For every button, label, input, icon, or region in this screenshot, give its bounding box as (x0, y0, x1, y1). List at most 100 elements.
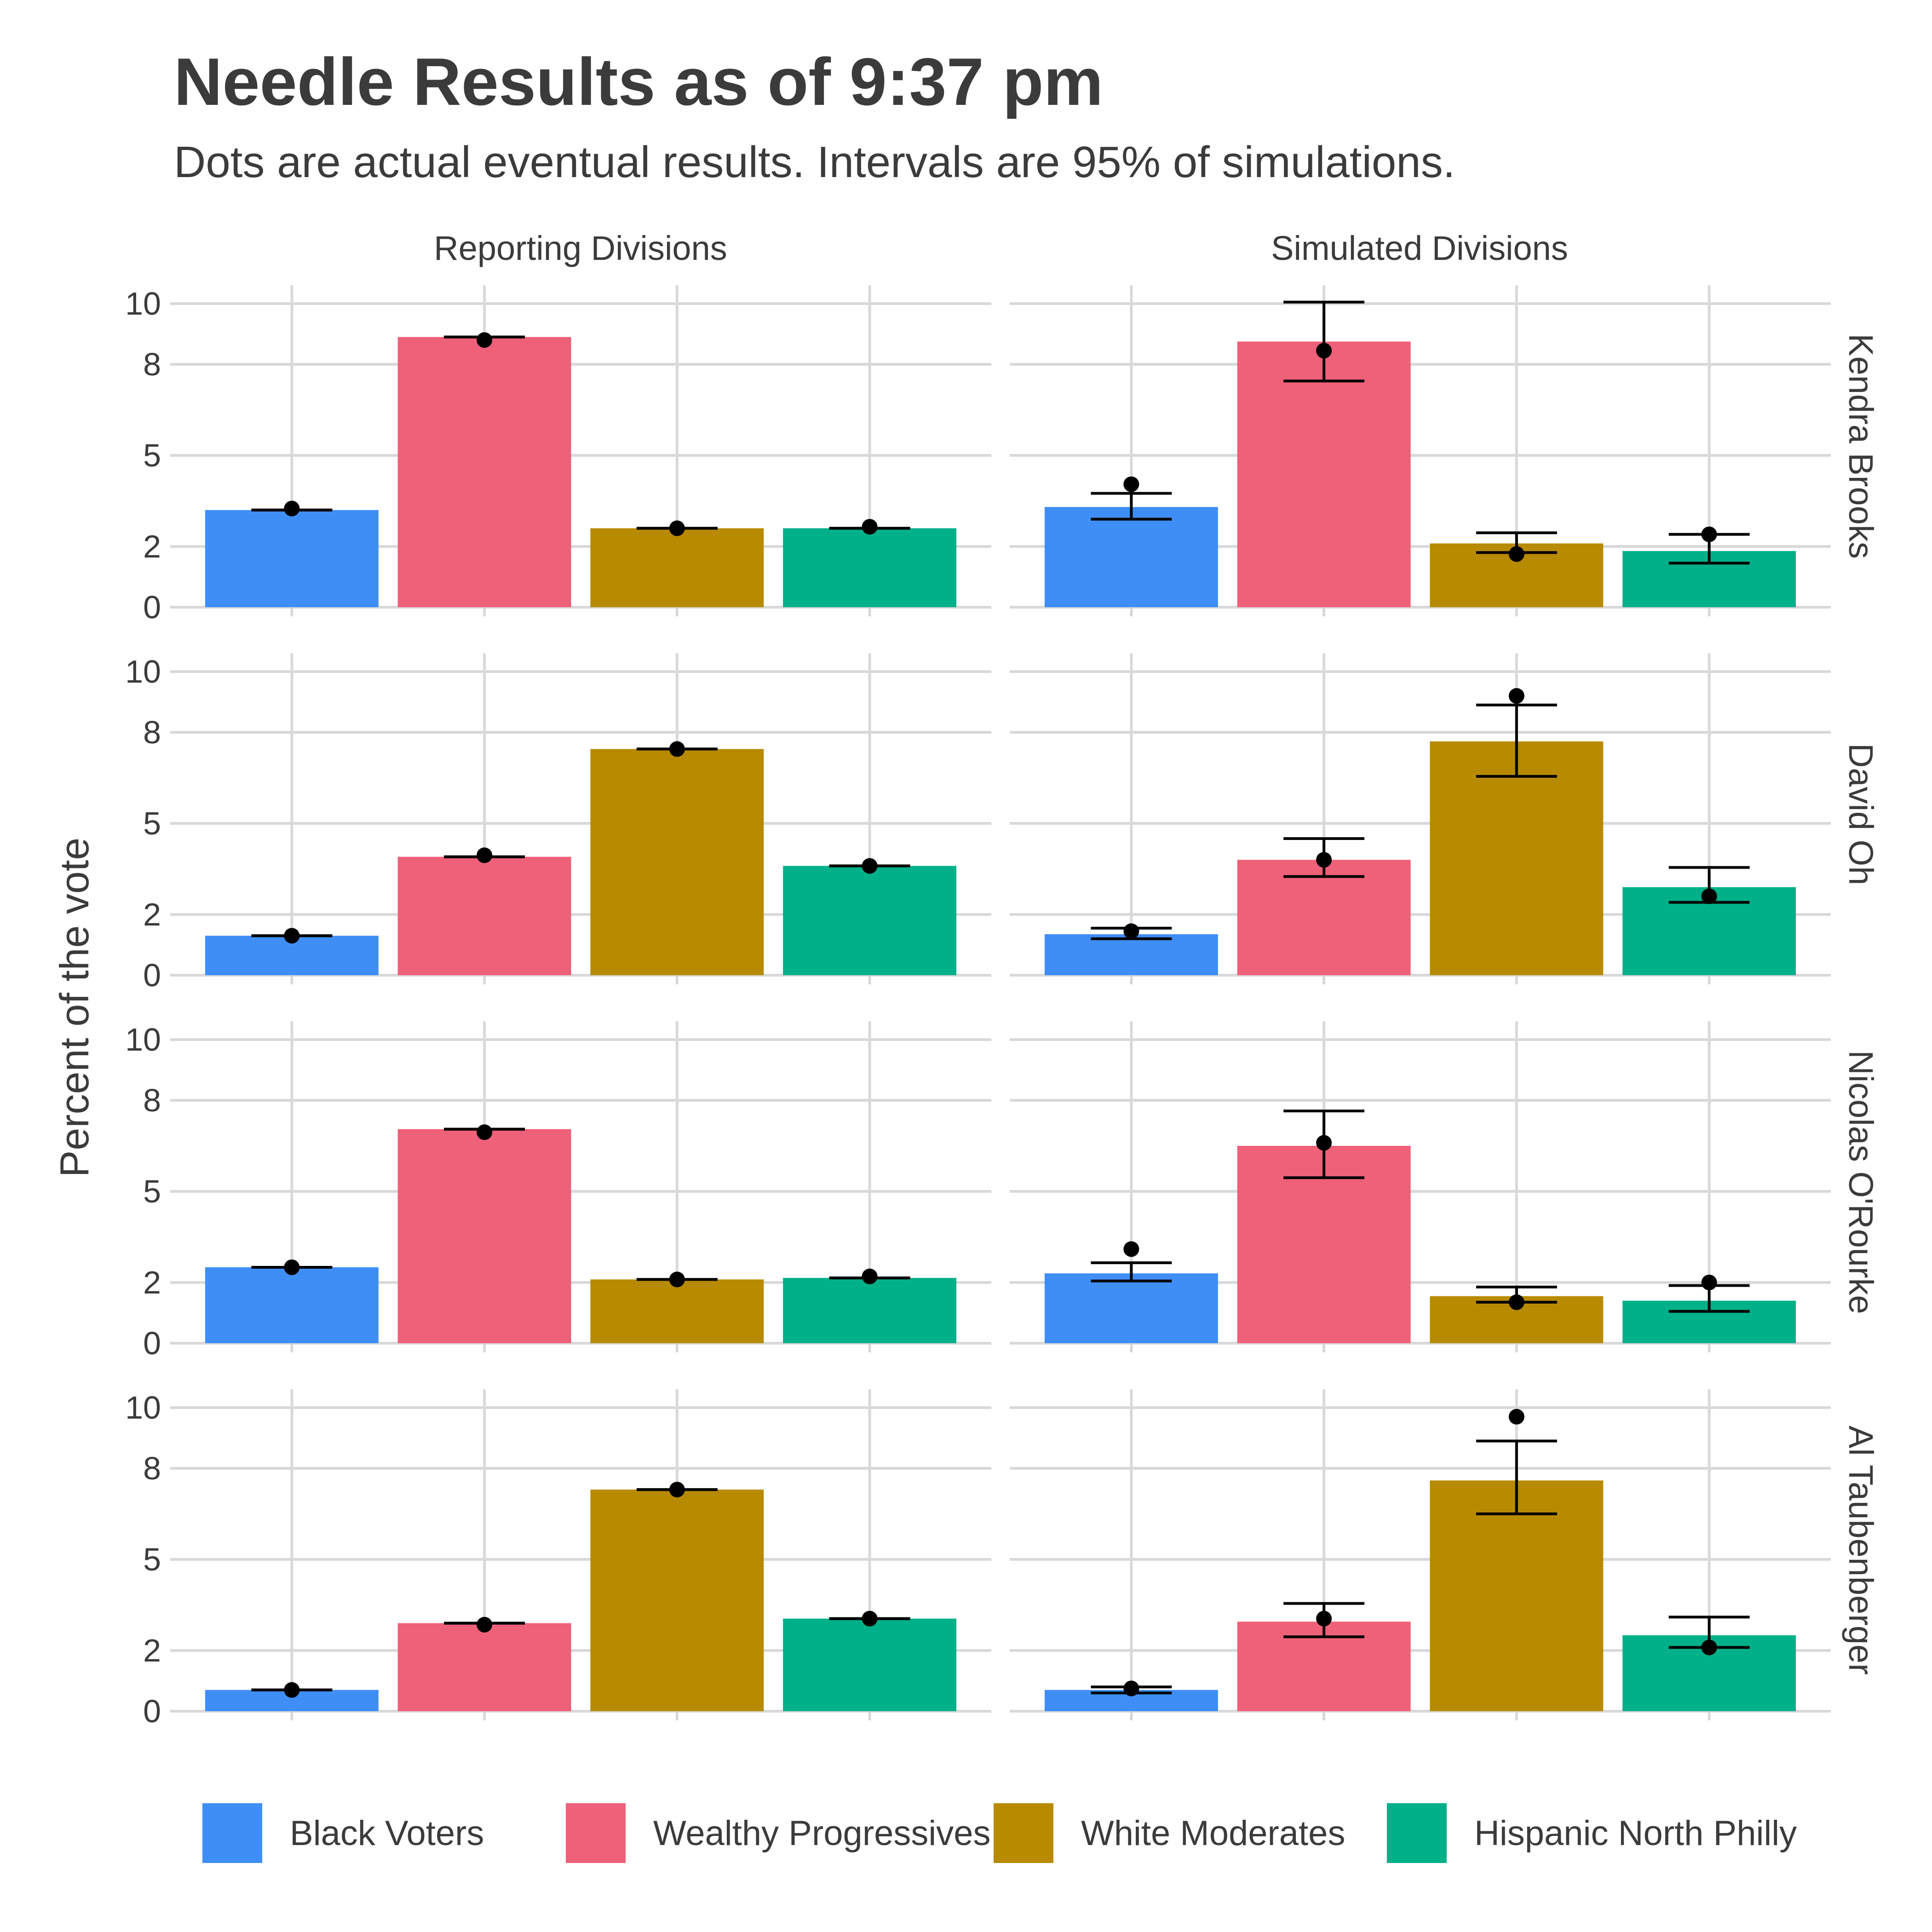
panel-al-taubenberger-reporting: 0 2 5 8 10 (125, 1389, 991, 1729)
legend-label-black-voters: Black Voters (290, 1814, 484, 1853)
panel-al-taubenberger-simulated (1010, 1389, 1831, 1720)
y-tick-label: 10 (125, 654, 161, 690)
actual-result-dot (477, 1124, 493, 1140)
legend-label-wealthy-progressives: Wealthy Progressives (653, 1814, 991, 1853)
bar-wealthy-progressives (397, 1623, 571, 1711)
panel-david-oh-simulated (1010, 653, 1831, 984)
y-tick-label: 5 (143, 805, 161, 841)
actual-result-dot (1701, 1639, 1717, 1656)
y-tick-label: 5 (143, 1173, 161, 1209)
actual-result-dot (669, 520, 685, 536)
panel-david-oh-reporting: 0 2 5 8 10 (125, 653, 991, 993)
legend: Black Voters Wealthy Progressives White Mo… (202, 1803, 1797, 1863)
legend-key-black-voters (202, 1803, 262, 1863)
column-label-reporting: Reporting Divisions (434, 229, 727, 267)
y-tick-label: 10 (125, 1022, 161, 1058)
y-tick-label: 0 (143, 1693, 161, 1729)
actual-result-dot (862, 519, 878, 535)
actual-result-dot (1701, 888, 1717, 904)
chart-subtitle: Dots are actual eventual results. Interv… (174, 138, 1455, 187)
actual-result-dot (477, 847, 493, 863)
legend-key-hispanic-north-philly (1387, 1803, 1447, 1863)
actual-result-dot (284, 500, 300, 517)
row-label-kendra-brooks: Kendra Brooks (1842, 334, 1880, 559)
actual-result-dot (1123, 476, 1139, 492)
y-tick-label: 10 (125, 286, 161, 322)
actual-result-dot (862, 1610, 878, 1627)
actual-result-dot (284, 1682, 300, 1698)
y-tick-label: 2 (143, 529, 161, 564)
row-label-al-taubenberger: Al Taubenberger (1842, 1426, 1880, 1675)
panel-kendra-brooks-simulated (1010, 285, 1831, 616)
actual-result-dot (1316, 1135, 1332, 1151)
actual-result-dot (1508, 1409, 1524, 1425)
bar-black-voters (205, 510, 379, 607)
y-tick-label: 0 (143, 1325, 161, 1361)
bar-hispanic-north-philly (783, 1618, 957, 1711)
actual-result-dot (477, 1616, 493, 1633)
actual-result-dot (1316, 1610, 1332, 1627)
actual-result-dot (1316, 343, 1332, 359)
bar-white-moderates (1430, 741, 1604, 975)
chart-title: Needle Results as of 9:37 pm (174, 44, 1103, 119)
actual-result-dot (669, 1482, 685, 1498)
bar-white-moderates (590, 749, 764, 975)
actual-result-dot (1123, 923, 1139, 939)
actual-result-dot (1123, 1241, 1139, 1257)
bar-white-moderates (590, 1489, 764, 1711)
actual-result-dot (862, 1268, 878, 1284)
actual-result-dot (1508, 688, 1524, 704)
y-tick-label: 8 (143, 714, 161, 750)
column-label-simulated: Simulated Divisions (1271, 229, 1568, 267)
legend-label-white-moderates: White Moderates (1081, 1814, 1345, 1853)
actual-result-dot (862, 858, 878, 874)
row-label-david-oh: David Oh (1842, 743, 1880, 885)
panel-nicolas-o-rourke-simulated (1010, 1021, 1831, 1352)
y-tick-label: 8 (143, 1450, 161, 1486)
y-tick-label: 5 (143, 1541, 161, 1577)
bar-black-voters (1044, 507, 1218, 607)
y-tick-label: 2 (143, 897, 161, 932)
bar-black-voters (1044, 1273, 1218, 1343)
bar-wealthy-progressives (397, 337, 571, 607)
y-tick-label: 2 (143, 1265, 161, 1300)
actual-result-dot (477, 332, 493, 348)
actual-result-dot (1508, 546, 1524, 562)
legend-key-wealthy-progressives (566, 1803, 626, 1863)
panel-nicolas-o-rourke-reporting: 0 2 5 8 10 (125, 1021, 991, 1361)
y-tick-label: 5 (143, 437, 161, 473)
actual-result-dot (284, 928, 300, 944)
actual-result-dot (1508, 1294, 1524, 1310)
bar-wealthy-progressives (397, 857, 571, 975)
bar-hispanic-north-philly (783, 528, 957, 607)
actual-result-dot (1701, 526, 1717, 542)
bar-wealthy-progressives (1237, 860, 1411, 975)
bar-hispanic-north-philly (783, 1278, 957, 1343)
row-label-nicolas-o-rourke: Nicolas O'Rourke (1842, 1050, 1880, 1314)
bar-white-moderates (590, 528, 764, 607)
y-axis-label: Percent of the vote (52, 838, 97, 1178)
legend-label-hispanic-north-philly: Hispanic North Philly (1474, 1814, 1797, 1853)
actual-result-dot (284, 1259, 300, 1275)
legend-key-white-moderates (994, 1803, 1053, 1863)
bar-wealthy-progressives (1237, 341, 1411, 607)
y-tick-label: 10 (125, 1390, 161, 1426)
y-tick-label: 0 (143, 957, 161, 993)
actual-result-dot (1316, 852, 1332, 868)
bar-wealthy-progressives (397, 1129, 571, 1343)
y-tick-label: 8 (143, 346, 161, 382)
panels: 0 2 5 8 10 Kendra Brooks 0 2 5 8 10 David Oh 0 2 5 8 10 N… (125, 285, 1880, 1729)
y-tick-label: 2 (143, 1633, 161, 1668)
bar-black-voters (205, 1267, 379, 1343)
y-tick-label: 0 (143, 589, 161, 625)
actual-result-dot (669, 741, 685, 757)
panel-kendra-brooks-reporting: 0 2 5 8 10 (125, 285, 991, 625)
actual-result-dot (1701, 1275, 1717, 1290)
bar-hispanic-north-philly (783, 866, 957, 975)
bar-white-moderates (590, 1279, 764, 1343)
bar-white-moderates (1430, 1480, 1604, 1711)
actual-result-dot (1123, 1680, 1139, 1696)
bar-black-voters (1044, 934, 1218, 975)
y-tick-label: 8 (143, 1082, 161, 1118)
